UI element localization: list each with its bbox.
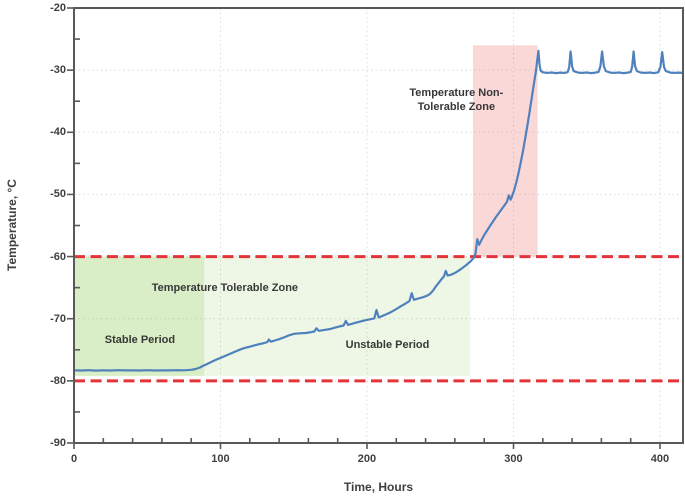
y-tick-label: -80 [50,374,66,387]
y-axis-title: Temperature, °C [5,179,19,271]
annotation-tolerable-zone: Temperature Tolerable Zone [151,282,299,295]
y-tick-label: -60 [50,250,66,263]
y-tick-label: -30 [50,64,66,77]
annotation-stable-period: Stable Period [104,333,176,346]
x-tick-label: 300 [504,453,523,465]
temperature-series [72,49,684,372]
stable-zone [74,256,205,376]
y-tick-label: -70 [50,312,66,325]
y-tick-label: -50 [50,188,66,201]
tolerable-zone [204,256,470,376]
x-tick-label: 200 [357,453,377,465]
y-tick-label: -40 [50,126,66,139]
y-tick-label: -90 [50,437,66,449]
annotation-unstable-period: Unstable Period [345,338,430,351]
x-tick-label: 100 [211,453,230,465]
x-tick-label: 0 [70,453,78,465]
annotation-non-tolerable-zone: Temperature Non- Tolerable Zone [409,86,504,113]
non-tolerable-zone [472,45,538,257]
x-axis-title: Time, Hours [343,480,414,494]
y-tick-label: -20 [50,2,66,14]
x-tick-label: 400 [650,453,670,465]
